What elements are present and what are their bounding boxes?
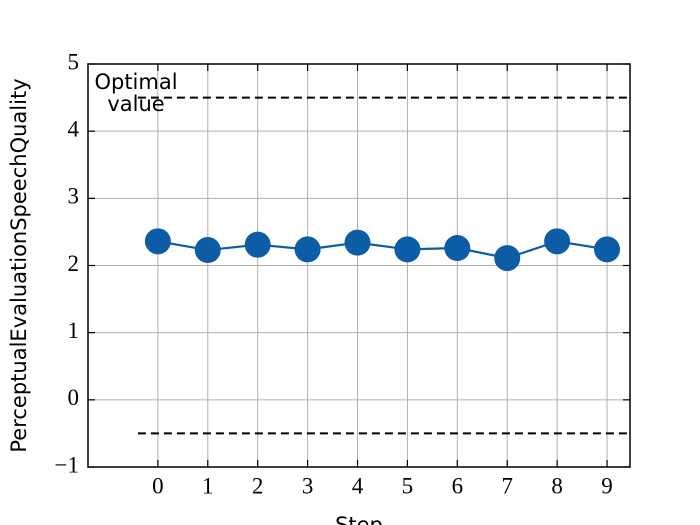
x-tick-label: 0	[152, 473, 164, 498]
marker	[294, 236, 321, 263]
x-axis-label: Step	[335, 513, 383, 525]
series-line	[157, 240, 608, 260]
marker	[144, 228, 171, 255]
y-tick-label: 4	[68, 116, 80, 141]
x-tick-label: 2	[252, 473, 264, 498]
x-tick-label: 4	[352, 473, 364, 498]
marker	[494, 245, 521, 272]
x-tick-label: 8	[551, 473, 563, 498]
x-tick-label: 3	[302, 473, 314, 498]
annotation: Optimal	[94, 70, 177, 94]
x-tick-label: 1	[202, 473, 214, 498]
y-tick-label: 5	[68, 49, 80, 74]
marker	[594, 236, 621, 263]
y-tick-label: 2	[68, 251, 80, 276]
y-tick-label: −1	[55, 452, 79, 477]
marker	[194, 237, 221, 264]
y-tick-label: 0	[68, 385, 80, 410]
marker	[444, 235, 471, 262]
marker	[394, 236, 421, 263]
x-tick-label: 7	[501, 473, 513, 498]
y-tick-label: 3	[68, 184, 80, 209]
y-tick-label: 1	[68, 318, 80, 343]
annotation: value	[107, 92, 164, 116]
marker	[544, 228, 571, 255]
marker	[244, 231, 271, 258]
x-tick-label: 5	[402, 473, 414, 498]
x-tick-label: 9	[601, 473, 613, 498]
plot-frame	[87, 63, 631, 468]
marker	[344, 229, 371, 256]
x-tick-label: 6	[452, 473, 464, 498]
y-axis-label: PerceptualEvaluationSpeechQuality	[7, 78, 31, 452]
